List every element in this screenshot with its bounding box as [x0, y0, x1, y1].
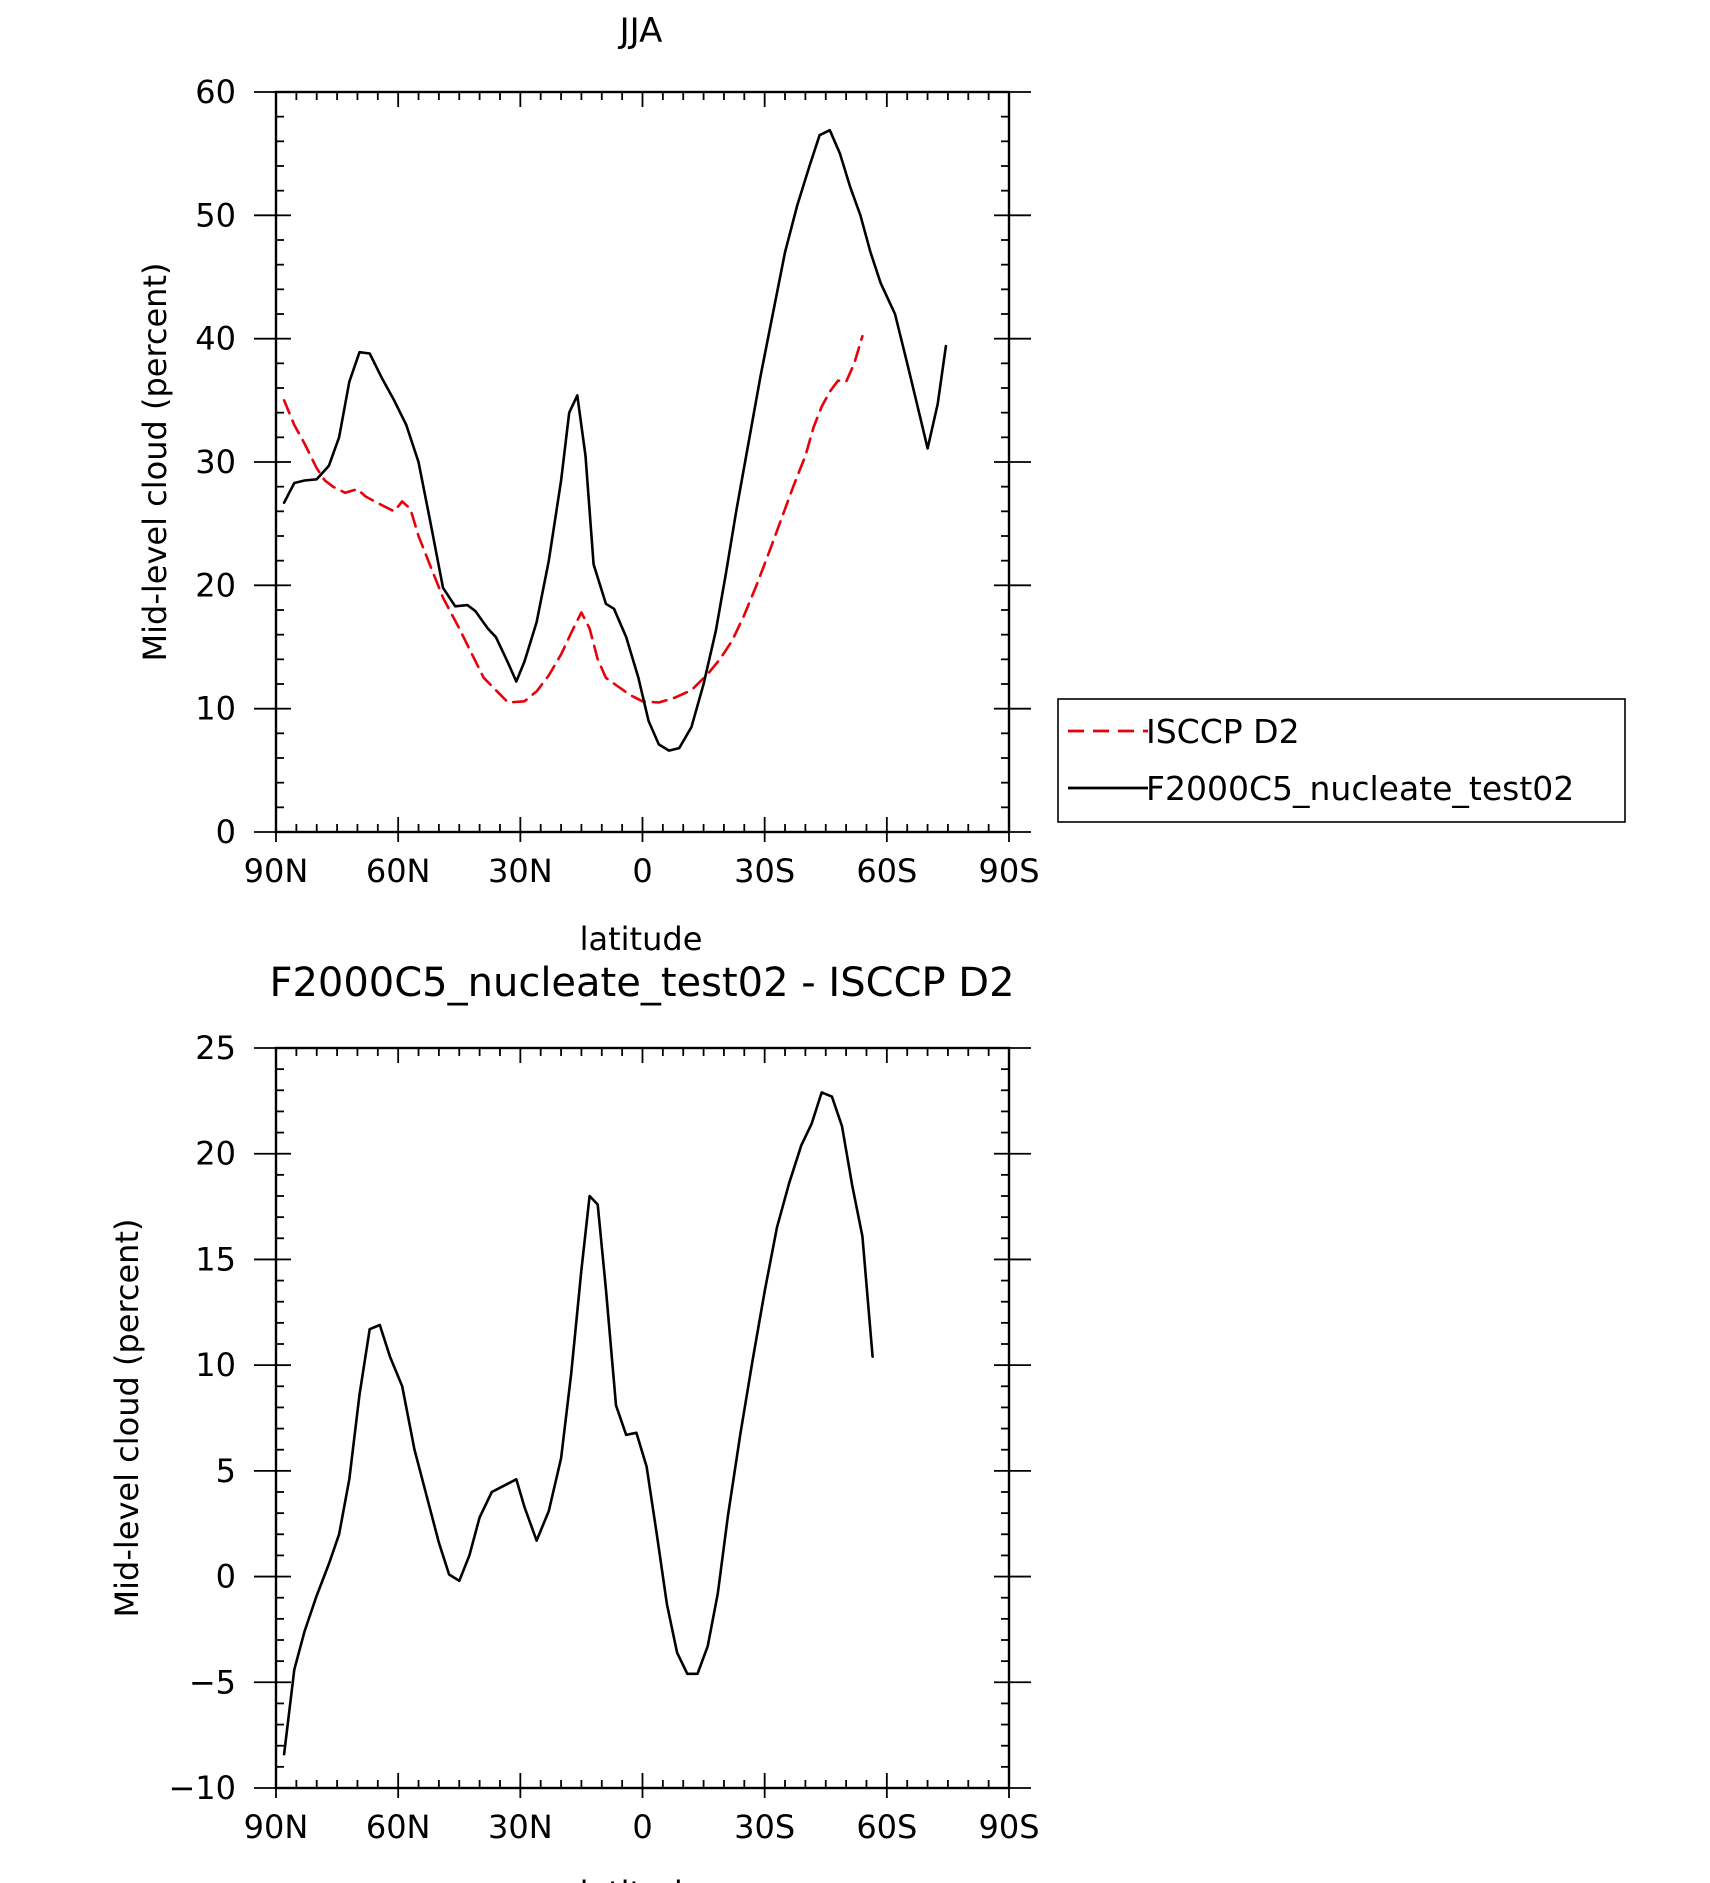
bottom-x-tick-label: 60S — [856, 1808, 917, 1846]
bottom-chart-xlabel: latitude — [580, 1874, 703, 1883]
bottom-y-tick-label: 20 — [195, 1135, 236, 1173]
bottom-chart-title: F2000C5_nucleate_test02 - ISCCP D2 — [269, 960, 1014, 1006]
top-y-tick-label: 60 — [195, 73, 236, 111]
bottom-x-tick-label: 30N — [488, 1808, 553, 1846]
bottom-y-tick-label: −5 — [189, 1663, 236, 1701]
legend-label-model: F2000C5_nucleate_test02 — [1146, 769, 1574, 808]
bottom-chart-ylabel: Mid-level cloud (percent) — [108, 1219, 146, 1618]
top-x-tick-label: 30S — [734, 852, 795, 890]
bottom-x-tick-label: 60N — [366, 1808, 431, 1846]
top-y-tick-label: 50 — [195, 196, 236, 234]
bottom-chart-ticks: 90N 60N 30N 0 30S 60S 90S −10 −5 0 5 10 15 20 25 — [168, 1029, 1039, 1846]
top-y-tick-label: 10 — [195, 690, 236, 728]
top-x-tick-label: 90S — [978, 852, 1039, 890]
top-series-line-1 — [282, 128, 948, 752]
bottom-x-tick-label: 30S — [734, 1808, 795, 1846]
bottom-series-line-0 — [282, 1091, 874, 1756]
bottom-y-tick-label: 0 — [216, 1558, 236, 1596]
top-y-tick-label: 30 — [195, 443, 236, 481]
top-x-tick-label: 30N — [488, 852, 553, 890]
bottom-y-tick-label: −10 — [168, 1769, 236, 1807]
top-chart-marks — [282, 128, 948, 752]
top-x-tick-label: 90N — [244, 852, 309, 890]
bottom-chart-marks — [282, 1091, 874, 1756]
top-y-tick-label: 0 — [216, 813, 236, 851]
bottom-chart-panel: F2000C5_nucleate_test02 - ISCCP D2 90N 60… — [108, 960, 1040, 1883]
legend-box — [1057, 698, 1626, 823]
top-series-line-0 — [282, 334, 864, 704]
top-chart-ticks: 90N 60N 30N 0 30S 60S 90S 0 10 20 30 40 50 60 — [195, 73, 1039, 890]
bottom-y-tick-label: 10 — [195, 1346, 236, 1384]
top-y-tick-label: 40 — [195, 320, 236, 358]
top-chart-panel: JJA 90N 60N 30N 0 30S 60S 90S 0 10 20 30 40 50 60 lat… — [136, 11, 1040, 958]
top-chart-xlabel: latitude — [580, 920, 703, 958]
top-x-tick-label: 0 — [632, 852, 652, 890]
bottom-x-tick-label: 90S — [978, 1808, 1039, 1846]
bottom-y-tick-label: 25 — [195, 1029, 236, 1067]
top-y-tick-label: 20 — [195, 566, 236, 604]
top-x-tick-label: 60N — [366, 852, 431, 890]
bottom-y-tick-label: 15 — [195, 1240, 236, 1278]
top-x-tick-label: 60S — [856, 852, 917, 890]
top-chart-ylabel: Mid-level cloud (percent) — [136, 263, 174, 662]
bottom-x-tick-label: 0 — [632, 1808, 652, 1846]
bottom-x-tick-label: 90N — [244, 1808, 309, 1846]
top-chart-title: JJA — [618, 11, 663, 51]
bottom-y-tick-label: 5 — [216, 1452, 236, 1490]
legend: ISCCP D2 F2000C5_nucleate_test02 — [1057, 698, 1626, 823]
legend-label-isccp: ISCCP D2 — [1146, 712, 1300, 751]
